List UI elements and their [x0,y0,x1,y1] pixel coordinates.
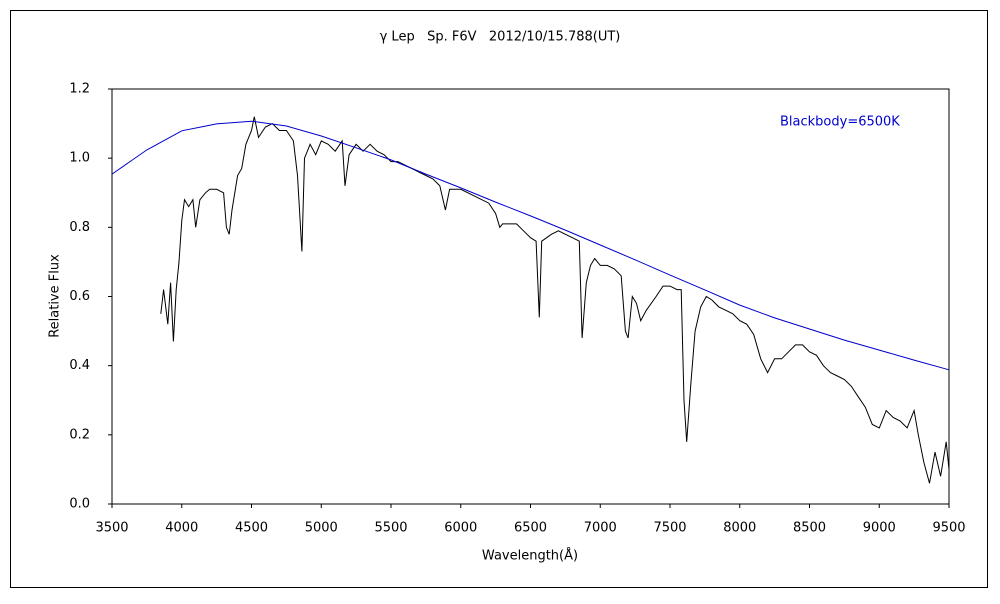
y-tick-label: 1.2 [69,82,90,97]
series-line [160,116,950,484]
y-tick-label: 0.6 [69,289,90,304]
legend-label: Blackbody=6500K [780,115,900,130]
x-tick-label: 7000 [584,521,617,536]
x-tick-label: 4000 [165,521,198,536]
chart-title: γ Lep Sp. F6V 2012/10/15.788(UT) [380,30,621,45]
x-tick-label: 8500 [793,521,826,536]
x-tick-label: 9000 [863,521,896,536]
y-tick-label: 1.0 [69,151,90,166]
y-axis-label: Relative Flux [48,254,63,338]
x-tick-label: 5500 [374,521,407,536]
y-tick-label: 0.4 [69,358,90,373]
x-tick-label: 6000 [444,521,477,536]
x-tick-label: 8000 [723,521,756,536]
x-axis-label: Wavelength(Å) [482,548,578,564]
x-tick-label: 4500 [235,521,268,536]
y-tick-label: 0.0 [69,497,90,512]
series-line [111,120,950,371]
frame [10,10,988,588]
y-tick-label: 0.8 [69,220,90,235]
x-tick-label: 5000 [305,521,338,536]
x-tick-label: 6500 [514,521,547,536]
x-tick-label: 9500 [932,521,965,536]
x-tick-label: 3500 [95,521,128,536]
y-tick-label: 0.2 [69,427,90,442]
x-tick-label: 7500 [653,521,686,536]
